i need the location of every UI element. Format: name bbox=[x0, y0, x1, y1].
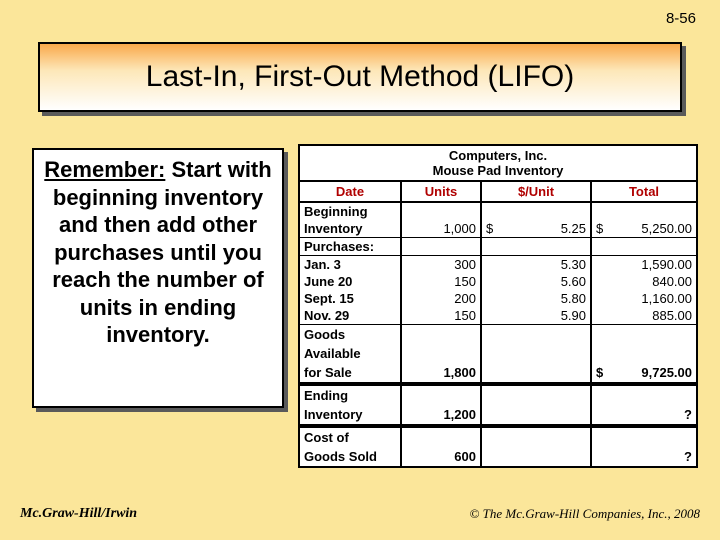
beginning-price: $5.25 bbox=[480, 220, 590, 237]
hdr-date: Date bbox=[300, 182, 400, 201]
table-row: Sept. 15 200 5.80 1,160.00 bbox=[300, 290, 696, 307]
p1-date: June 20 bbox=[300, 273, 400, 290]
row-cogs-2: Goods Sold 600 ? bbox=[300, 447, 696, 468]
ending-l1: Ending bbox=[300, 386, 400, 405]
cogs-l2: Goods Sold bbox=[300, 447, 400, 466]
beginning-total: $5,250.00 bbox=[590, 220, 696, 237]
cogs-units: 600 bbox=[400, 447, 480, 466]
gfs-l2: Available bbox=[300, 344, 400, 363]
row-gfs-2: Available bbox=[300, 344, 696, 363]
row-gfs-3: for Sale 1,800 $9,725.00 bbox=[300, 363, 696, 382]
row-beginning-label: Beginning bbox=[300, 203, 696, 220]
p1-price: 5.60 bbox=[480, 273, 590, 290]
page-number: 8-56 bbox=[666, 10, 696, 27]
p1-units: 150 bbox=[400, 273, 480, 290]
inventory-table: Computers, Inc. Mouse Pad Inventory Date… bbox=[298, 144, 698, 468]
gfs-units: 1,800 bbox=[400, 363, 480, 382]
remember-box: Remember: Start with beginning inventory… bbox=[32, 148, 284, 408]
p2-date: Sept. 15 bbox=[300, 290, 400, 307]
table-title-line1: Computers, Inc. bbox=[449, 148, 547, 163]
remember-body: Start with beginning inventory and then … bbox=[52, 157, 271, 347]
gfs-l3: for Sale bbox=[300, 363, 400, 382]
table-row: Nov. 29 150 5.90 885.00 bbox=[300, 307, 696, 325]
row-cogs-1: Cost of bbox=[300, 428, 696, 447]
beginning-label-2: Inventory bbox=[300, 220, 400, 237]
p0-total: 1,590.00 bbox=[590, 256, 696, 273]
row-gfs-1: Goods bbox=[300, 325, 696, 344]
slide-title: Last-In, First-Out Method (LIFO) bbox=[146, 60, 574, 94]
row-ending-1: Ending bbox=[300, 386, 696, 405]
footer-left: Mc.Graw-Hill/Irwin bbox=[20, 506, 137, 522]
gfs-total: $9,725.00 bbox=[590, 363, 696, 382]
hdr-units: Units bbox=[400, 182, 480, 201]
beginning-label-1: Beginning bbox=[300, 203, 400, 220]
gfs-l1: Goods bbox=[300, 325, 400, 344]
p3-date: Nov. 29 bbox=[300, 307, 400, 324]
row-ending-2: Inventory 1,200 ? bbox=[300, 405, 696, 424]
ending-units: 1,200 bbox=[400, 405, 480, 424]
table-row: June 20 150 5.60 840.00 bbox=[300, 273, 696, 290]
p3-price: 5.90 bbox=[480, 307, 590, 324]
p1-total: 840.00 bbox=[590, 273, 696, 290]
hdr-price: $/Unit bbox=[480, 182, 590, 201]
p0-price: 5.30 bbox=[480, 256, 590, 273]
cogs-total: ? bbox=[590, 447, 696, 466]
row-purchases-label: Purchases: bbox=[300, 238, 696, 256]
p2-price: 5.80 bbox=[480, 290, 590, 307]
cogs-l1: Cost of bbox=[300, 428, 400, 447]
p0-date: Jan. 3 bbox=[300, 256, 400, 273]
remember-label: Remember: bbox=[44, 157, 165, 182]
p2-units: 200 bbox=[400, 290, 480, 307]
table-title: Computers, Inc. Mouse Pad Inventory bbox=[300, 146, 696, 182]
table-row: Jan. 3 300 5.30 1,590.00 bbox=[300, 256, 696, 273]
p2-total: 1,160.00 bbox=[590, 290, 696, 307]
table-title-line2: Mouse Pad Inventory bbox=[433, 163, 564, 178]
p3-total: 885.00 bbox=[590, 307, 696, 324]
purchases-label: Purchases: bbox=[300, 238, 400, 255]
footer-right: © The Mc.Graw-Hill Companies, Inc., 2008 bbox=[470, 506, 701, 522]
beginning-units: 1,000 bbox=[400, 220, 480, 237]
p0-units: 300 bbox=[400, 256, 480, 273]
row-beginning: Inventory 1,000 $5.25 $5,250.00 bbox=[300, 220, 696, 238]
title-box: Last-In, First-Out Method (LIFO) bbox=[38, 42, 682, 112]
p3-units: 150 bbox=[400, 307, 480, 324]
ending-l2: Inventory bbox=[300, 405, 400, 424]
ending-total: ? bbox=[590, 405, 696, 424]
hdr-total: Total bbox=[590, 182, 696, 201]
table-header-row: Date Units $/Unit Total bbox=[300, 182, 696, 203]
